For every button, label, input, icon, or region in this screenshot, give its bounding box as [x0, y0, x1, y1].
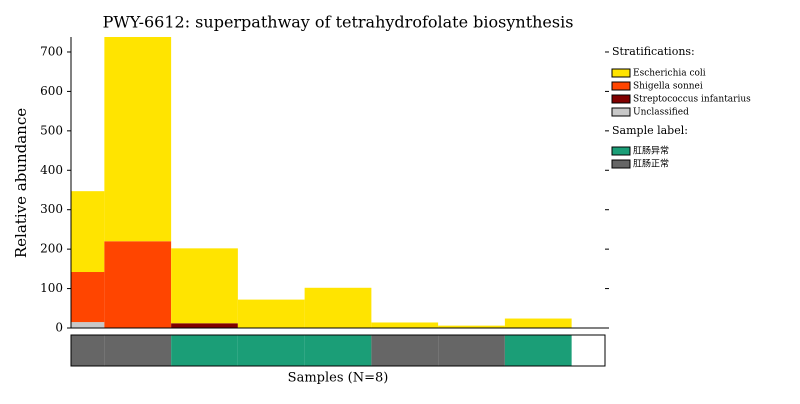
- bars: [71, 37, 572, 328]
- y-tick-label: 100: [40, 281, 63, 295]
- bar-segment: [438, 325, 505, 328]
- sample-label-frame: [70, 334, 606, 367]
- sample-label-cell: [171, 335, 238, 366]
- bar-segment: [371, 322, 439, 328]
- legend-label: Streptococcus infantarius: [633, 95, 751, 105]
- bar-segment: [104, 37, 172, 242]
- legend-label: 肛肠异常: [633, 145, 669, 157]
- legend-label: Unclassified: [633, 108, 689, 118]
- legend-title: Sample label:: [612, 124, 688, 137]
- bar-segment: [71, 191, 105, 273]
- legend-label: Shigella sonnei: [633, 82, 703, 92]
- sample-label-cell: [304, 335, 372, 366]
- legend-swatch: [611, 81, 631, 91]
- sample-label-cell: [237, 335, 305, 366]
- legend-swatch: [611, 159, 631, 169]
- sample-label-cell: [504, 335, 572, 366]
- legend-label: Escherichia coli: [633, 69, 706, 79]
- chart-title: PWY-6612: superpathway of tetrahydrofola…: [103, 13, 574, 32]
- bar-segment: [504, 318, 572, 328]
- y-axis-label: Relative abundance: [12, 108, 30, 258]
- legend-swatch: [611, 107, 631, 117]
- y-tick-label: 700: [40, 44, 63, 58]
- sample-label-cell: [71, 335, 105, 366]
- legend-swatch: [611, 146, 631, 156]
- x-axis-label: Samples (N=8): [288, 371, 389, 386]
- legend-label: 肛肠正常: [633, 158, 669, 170]
- sample-label-cell: [438, 335, 505, 366]
- y-tick-label: 0: [55, 321, 63, 335]
- bar-segment: [304, 287, 372, 328]
- sample-label-cell: [371, 335, 439, 366]
- bar-segment: [104, 241, 172, 328]
- legend-swatch: [611, 68, 631, 78]
- y-tick-label: 200: [40, 242, 63, 256]
- sample-label-cell: [104, 335, 172, 366]
- bar-segment: [71, 322, 105, 328]
- y-tick-label: 600: [40, 84, 63, 98]
- bar-segment: [71, 272, 105, 323]
- legend-swatch: [611, 94, 631, 104]
- legend-title: Stratifications:: [612, 45, 695, 58]
- y-tick-label: 300: [40, 202, 63, 216]
- bar-segment: [237, 299, 305, 328]
- bar-segment: [171, 323, 238, 328]
- y-tick-label: 500: [40, 123, 63, 137]
- y-tick-label: 400: [40, 163, 63, 177]
- bar-segment: [171, 248, 238, 324]
- axes: 0 100 200 300 400 500 600 700: [40, 37, 609, 335]
